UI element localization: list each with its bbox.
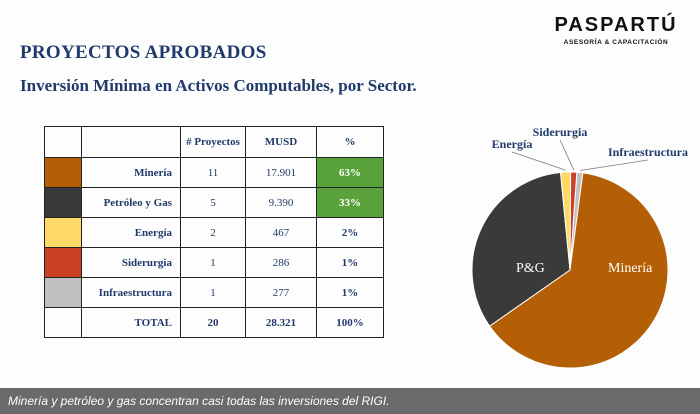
header-proyectos: # Proyectos (180, 126, 246, 158)
row-sector: Siderurgia (81, 247, 181, 278)
table-row: Petróleo y Gas 5 9.390 33% (44, 187, 384, 218)
row-musd: 277 (245, 277, 317, 308)
sector-table: # Proyectos MUSD % Minería 11 17.901 63%… (44, 126, 384, 338)
row-color-cell (44, 277, 82, 308)
table-total-row: TOTAL 20 28.321 100% (44, 307, 384, 338)
row-color-cell (44, 187, 82, 218)
header-musd: MUSD (245, 126, 317, 158)
header-sector (81, 126, 181, 158)
row-musd: 9.390 (245, 187, 317, 218)
color-swatch (45, 248, 81, 277)
table-row: Siderurgia 1 286 1% (44, 247, 384, 278)
pie-label: Siderurgia (533, 125, 588, 139)
slide-title: PROYECTOS APROBADOS (20, 42, 267, 63)
row-proyectos: 1 (180, 247, 246, 278)
pie-slice-p-g (471, 171, 571, 327)
table-header-row: # Proyectos MUSD % (44, 126, 384, 158)
row-color-cell (44, 217, 82, 248)
color-swatch (45, 278, 81, 307)
row-pct: 1% (316, 247, 384, 278)
row-color-cell (44, 157, 82, 188)
logo-brand: PASPARTÚ (554, 14, 678, 36)
pie-chart: Infraestructura Minería P&G EnergíaSiderurg… (471, 125, 688, 369)
pie-label: P&G (516, 261, 545, 276)
row-musd: 467 (245, 217, 317, 248)
logo-tagline: ASESORÍA & CAPACITACIÓN (563, 39, 669, 46)
row-sector: Infraestructura (81, 277, 181, 308)
pie-leader-line (579, 159, 649, 171)
row-pct: 1% (316, 277, 384, 308)
pie-leader-line (559, 139, 575, 171)
total-pct: 100% (316, 307, 384, 338)
total-musd: 28.321 (245, 307, 317, 338)
row-color-cell (44, 247, 82, 278)
pie-leader-line (511, 151, 566, 171)
header-color (44, 126, 82, 158)
caption-bar: Minería y petróleo y gas concentran casi… (0, 388, 700, 414)
slide-subtitle: Inversión Mínima en Activos Computables,… (20, 76, 417, 95)
color-swatch (45, 188, 81, 217)
total-label: TOTAL (81, 307, 181, 338)
caption-text: Minería y petróleo y gas concentran casi… (8, 394, 390, 408)
pie-slice-siderurgia (569, 171, 578, 271)
table-row: Minería 11 17.901 63% (44, 157, 384, 188)
row-proyectos: 1 (180, 277, 246, 308)
row-proyectos: 2 (180, 217, 246, 248)
pie-slice-miner-a (488, 172, 669, 369)
pie-label: Infraestructura (608, 145, 688, 159)
row-proyectos: 11 (180, 157, 246, 188)
row-pct: 33% (316, 187, 384, 218)
row-musd: 286 (245, 247, 317, 278)
row-sector: Energía (81, 217, 181, 248)
pie-label: Energía (492, 137, 533, 151)
logo: PASPARTÚ ASESORÍA & CAPACITACIÓN (546, 14, 686, 48)
row-pct: 2% (316, 217, 384, 248)
header-pct: % (316, 126, 384, 158)
total-empty-cell (44, 307, 82, 338)
table-row: Infraestructura 1 277 1% (44, 277, 384, 308)
total-proyectos: 20 (180, 307, 246, 338)
row-musd: 17.901 (245, 157, 317, 188)
row-sector: Petróleo y Gas (81, 187, 181, 218)
color-swatch (45, 158, 81, 187)
color-swatch (45, 218, 81, 247)
row-sector: Minería (81, 157, 181, 188)
row-pct: 63% (316, 157, 384, 188)
slide: PASPARTÚ ASESORÍA & CAPACITACIÓN PROYECT… (20, 14, 688, 369)
pie-label: Minería (608, 261, 653, 276)
row-proyectos: 5 (180, 187, 246, 218)
table-row: Energía 2 467 2% (44, 217, 384, 248)
